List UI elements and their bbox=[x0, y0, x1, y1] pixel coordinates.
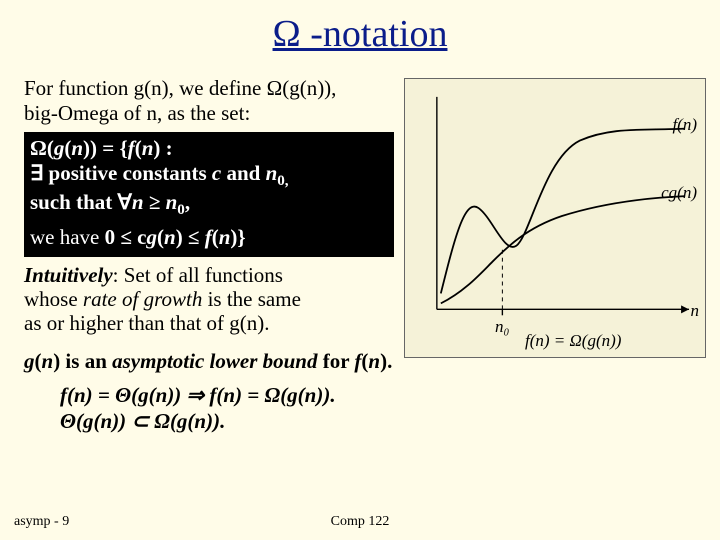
page-title: Ω -notation bbox=[0, 0, 720, 56]
intro-line-2: big-Omega of n, as the set: bbox=[24, 101, 250, 125]
cgn-curve bbox=[441, 196, 685, 303]
intro-text: For function g(n), we define Ω(g(n)), bi… bbox=[24, 76, 404, 126]
label-cgn: cg(n) bbox=[661, 183, 697, 203]
implication-text: f(n) = Θ(g(n)) ⇒ f(n) = Ω(g(n)). Θ(g(n))… bbox=[60, 382, 660, 435]
footer-center: Comp 122 bbox=[0, 514, 720, 530]
x-axis-arrow bbox=[681, 305, 689, 313]
definition-box: Ω(g(n)) = {f(n) : ∃ positive constants c… bbox=[24, 132, 394, 257]
graph-svg bbox=[405, 79, 705, 357]
intuitive-text: Intuitively: Set of all functions whose … bbox=[24, 263, 384, 335]
label-n0: n₀ bbox=[495, 317, 509, 337]
def-line-4: we have 0 ≤ cg(n) ≤ f(n)} bbox=[30, 225, 388, 250]
intro-line-1: For function g(n), we define Ω(g(n)), bbox=[24, 76, 336, 100]
omega-graph: f(n) cg(n) n n₀ f(n) = Ω(g(n)) bbox=[404, 78, 706, 358]
def-line-3: such that ∀n ≥ n0, bbox=[30, 190, 388, 219]
label-n: n bbox=[691, 301, 700, 321]
impl-line-1: f(n) = Θ(g(n)) ⇒ f(n) = Ω(g(n)). bbox=[60, 383, 336, 407]
label-fn: f(n) bbox=[672, 115, 697, 135]
impl-line-2: Θ(g(n)) ⊂ Ω(g(n)). bbox=[60, 409, 225, 433]
label-caption: f(n) = Ω(g(n)) bbox=[525, 331, 621, 351]
def-line-1: Ω(g(n)) = {f(n) : bbox=[30, 136, 388, 161]
fn-curve bbox=[441, 129, 685, 294]
def-line-2: ∃ positive constants c and n0, bbox=[30, 161, 388, 190]
